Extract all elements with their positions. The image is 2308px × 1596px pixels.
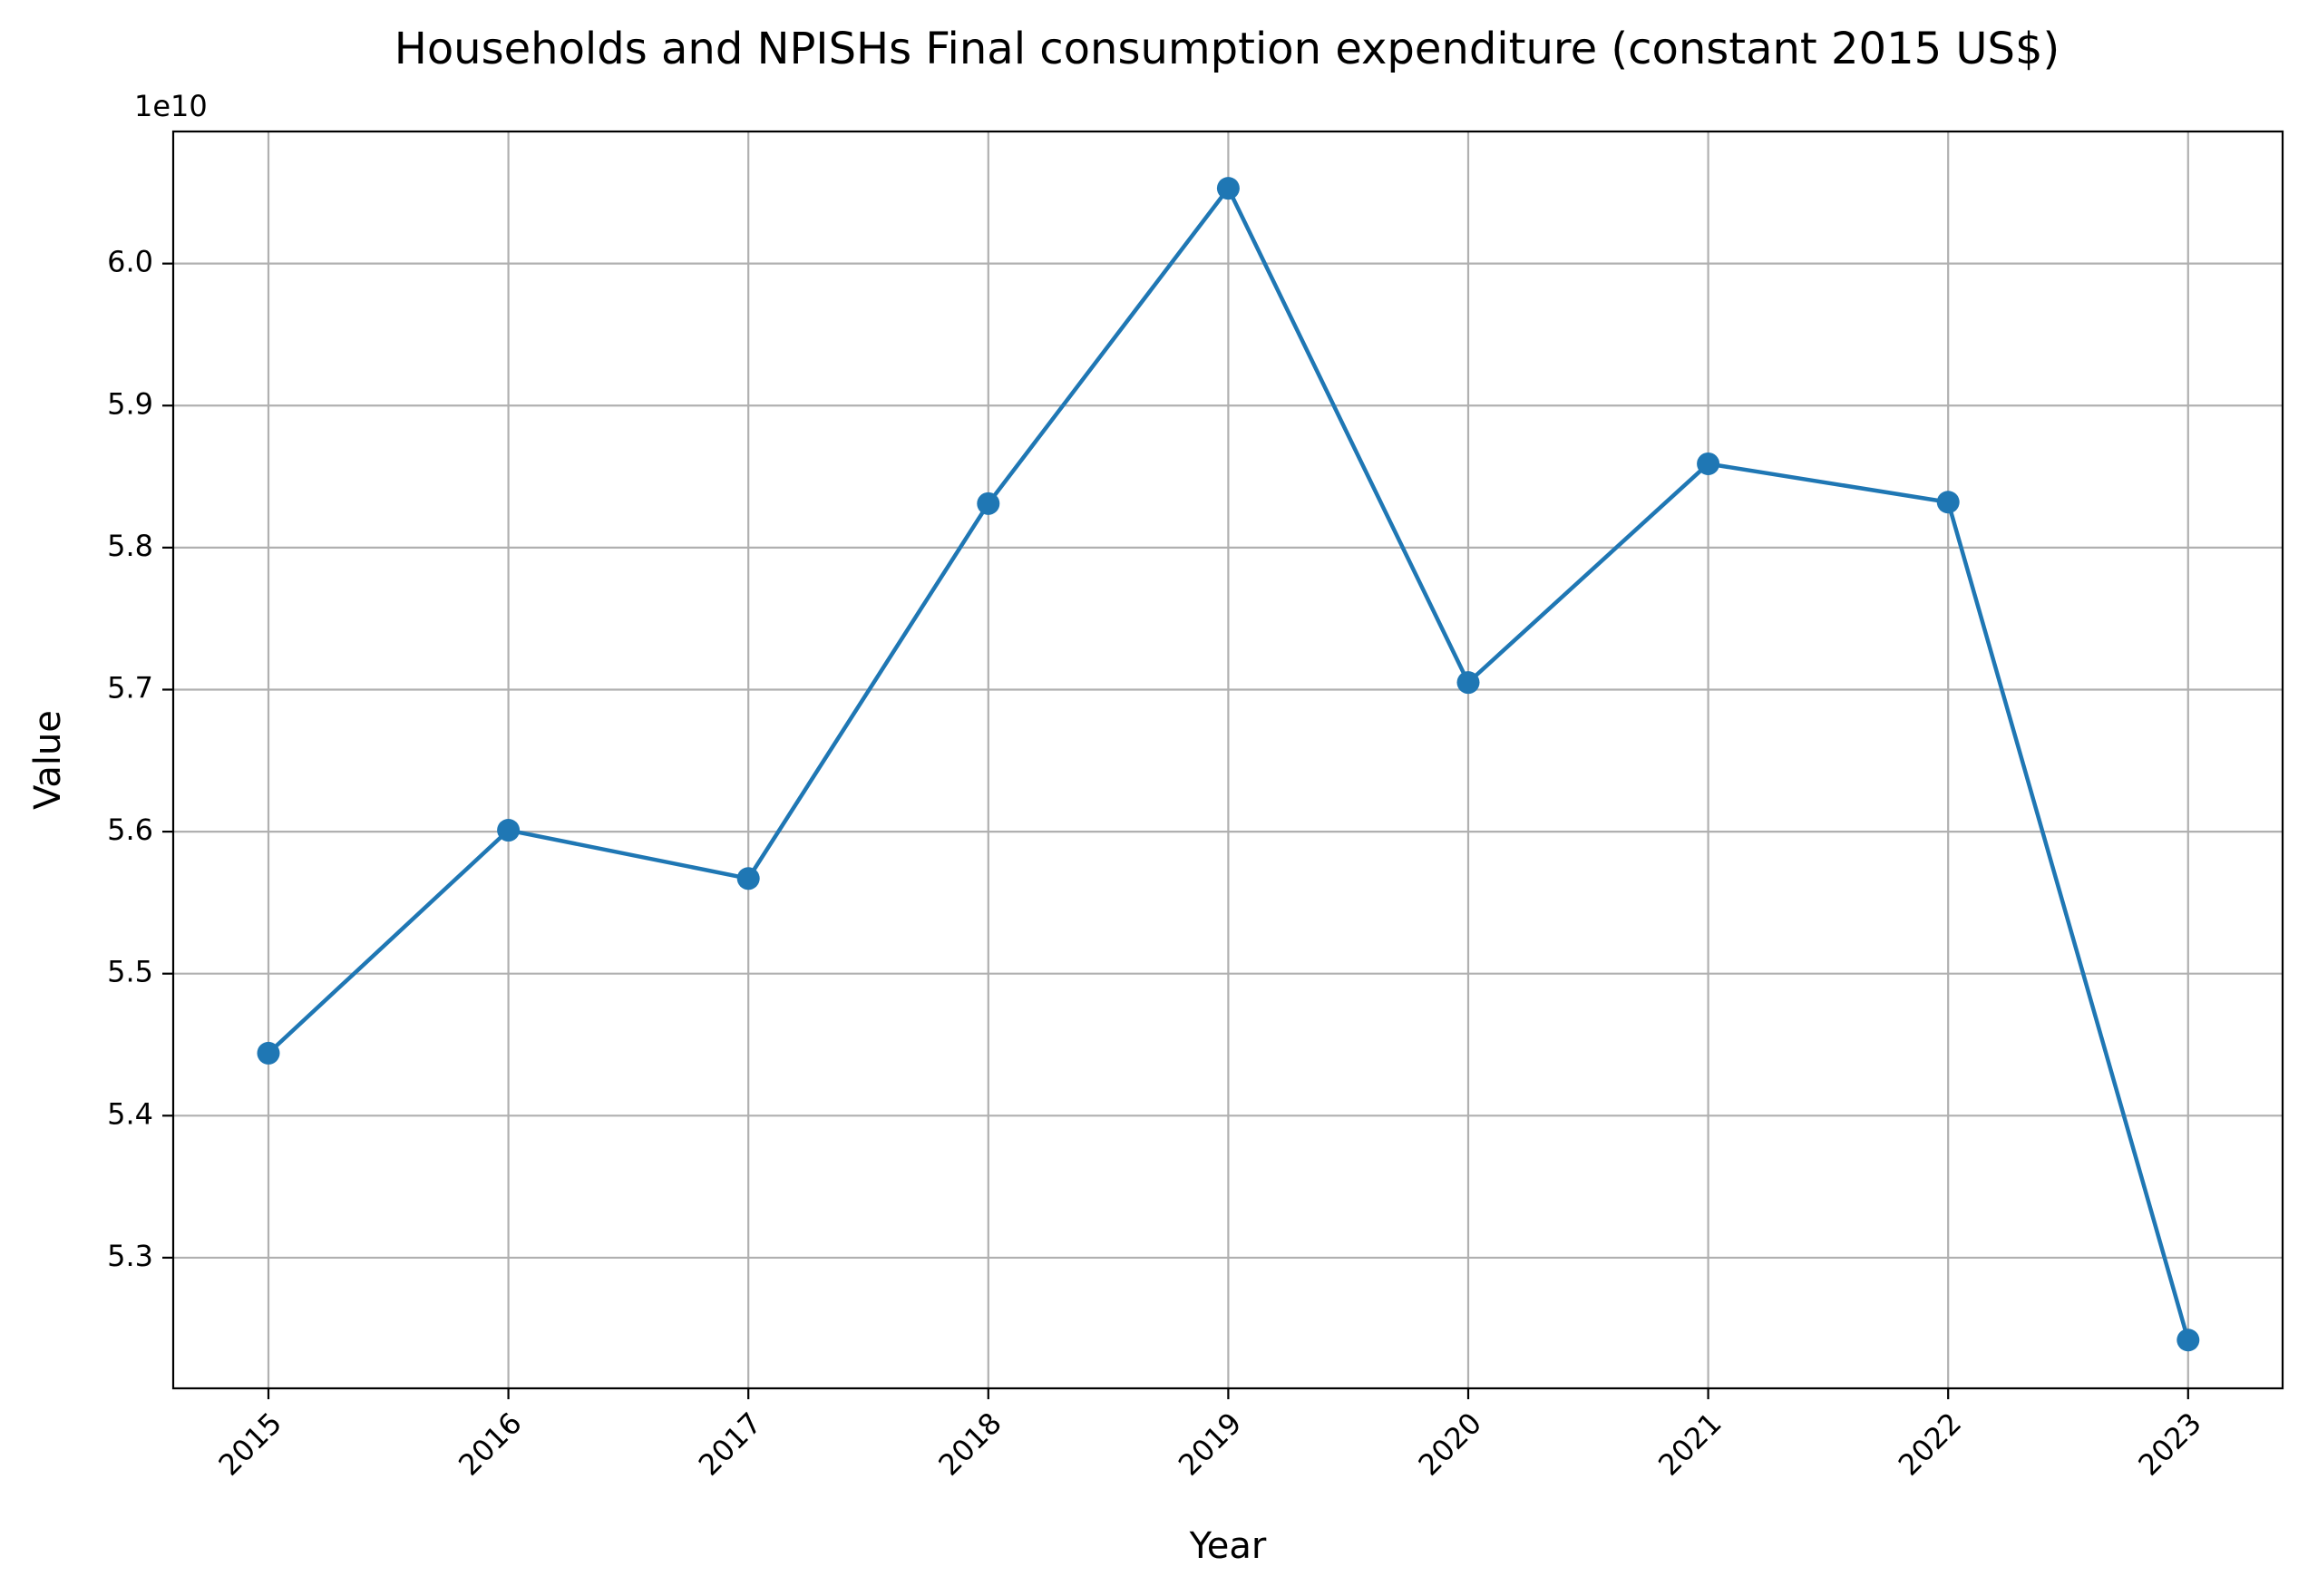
data-point-2023 [2177,1328,2200,1352]
y-tick-label: 5.5 [107,955,153,989]
data-point-2022 [1936,491,1960,514]
y-tick-label: 5.7 [107,670,153,705]
y-tick-label: 5.9 [107,386,153,421]
y-offset-label: 1e10 [134,89,208,123]
chart-title: Households and NPISHs Final consumption … [394,24,2060,74]
x-axis-label: Year [1189,1525,1267,1567]
series-layer [257,177,2200,1352]
y-tick-label: 6.0 [107,245,153,279]
y-axis-ticks: 5.3 5.4 5.5 5.6 5.7 5.8 5.9 6.0 [107,245,173,1273]
data-point-2021 [1697,452,1720,475]
data-point-2018 [977,491,1000,515]
y-tick-label: 5.8 [107,529,153,563]
y-axis-label: Value [27,710,69,810]
data-point-2015 [257,1041,280,1065]
grid [173,131,2283,1388]
y-tick-label: 5.4 [107,1096,153,1131]
data-point-2019 [1216,177,1240,200]
data-point-2020 [1456,671,1480,695]
y-tick-label: 5.6 [107,813,153,847]
data-point-2016 [497,819,521,842]
y-tick-label: 5.3 [107,1239,153,1273]
data-point-2017 [736,867,760,890]
